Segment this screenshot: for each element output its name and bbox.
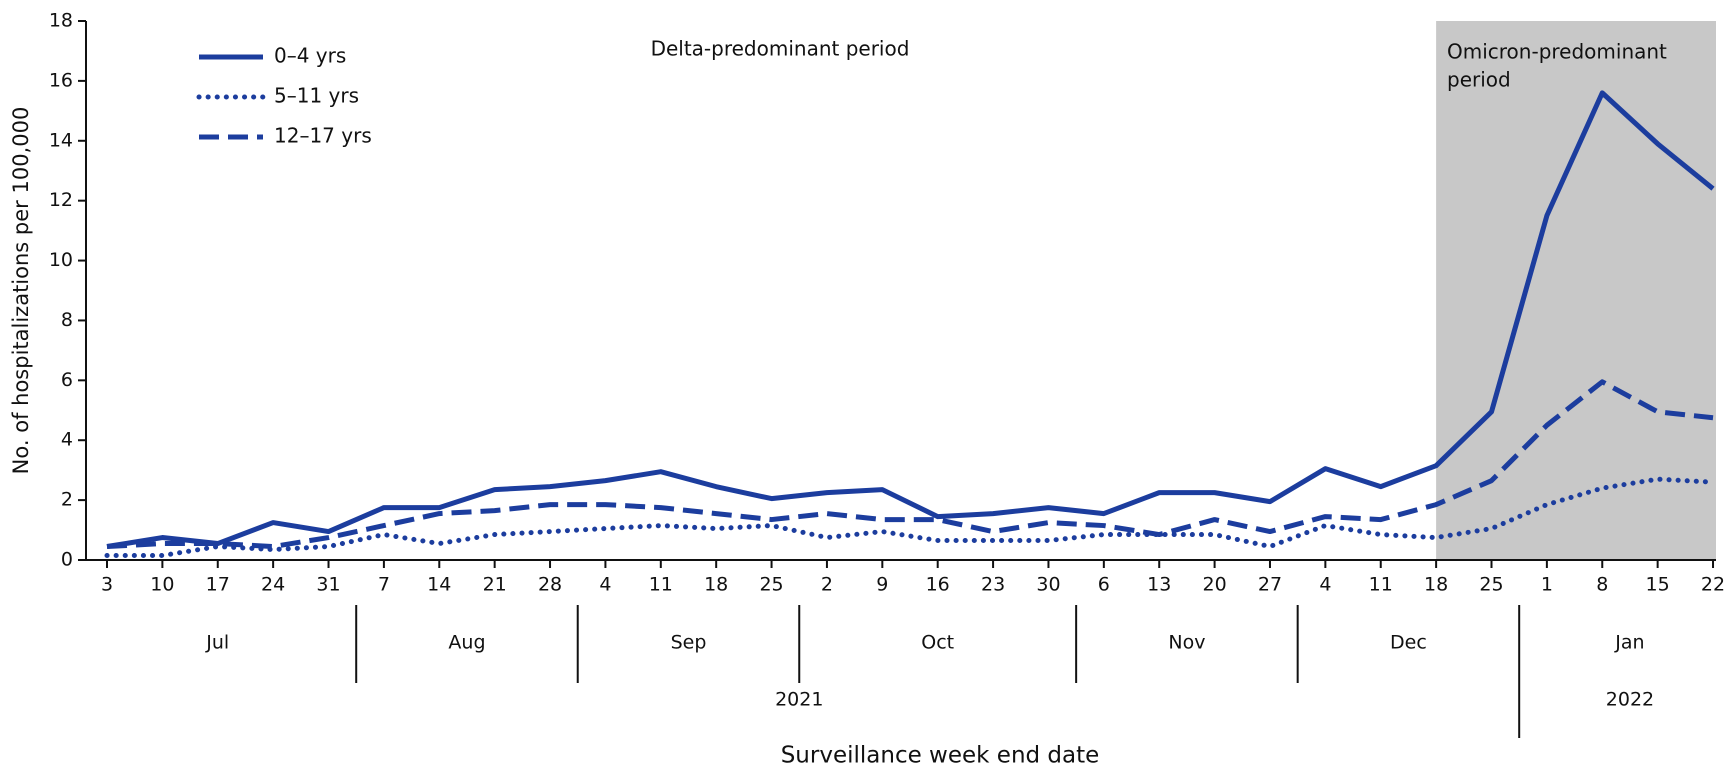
x-tick-label: 11 (649, 574, 673, 596)
x-tick-label: 31 (316, 574, 340, 596)
x-tick-label: 20 (1203, 574, 1227, 596)
x-tick-label: 22 (1701, 574, 1725, 596)
y-tick-label: 18 (49, 10, 73, 32)
x-tick-label: 30 (1036, 574, 1060, 596)
x-tick-label: 25 (1479, 574, 1503, 596)
x-axis-title: Surveillance week end date (781, 743, 1100, 769)
x-tick-label: 28 (538, 574, 562, 596)
y-tick-label: 8 (61, 309, 73, 331)
x-tick-label: 25 (759, 574, 783, 596)
series-line (106, 90, 1715, 549)
legend-label: 0–4 yrs (274, 44, 346, 68)
x-tick-label: 9 (876, 574, 888, 596)
legend-label: 12–17 yrs (274, 124, 372, 148)
year-label: 2022 (1606, 689, 1654, 711)
x-tick-label: 4 (1319, 574, 1331, 596)
legend-label: 5–11 yrs (274, 84, 359, 108)
x-tick-label: 4 (599, 574, 611, 596)
x-tick-label: 13 (1147, 574, 1171, 596)
x-tick-label: 1 (1541, 574, 1553, 596)
series-line (104, 476, 1716, 559)
x-tick-label: 15 (1646, 574, 1670, 596)
x-tick-label: 6 (1098, 574, 1110, 596)
x-tick-label: 2 (821, 574, 833, 596)
x-tick-label: 14 (427, 574, 451, 596)
y-axis-title: No. of hospitalizations per 100,000 (9, 107, 33, 475)
x-tick-label: 16 (926, 574, 950, 596)
month-label: Jul (205, 632, 229, 654)
month-label: Nov (1168, 632, 1205, 654)
month-label: Oct (921, 632, 954, 654)
x-tick-label: 21 (483, 574, 507, 596)
month-label: Sep (671, 632, 707, 654)
x-tick-label: 11 (1369, 574, 1393, 596)
y-tick-label: 0 (61, 549, 73, 571)
x-tick-label: 3 (101, 574, 113, 596)
x-tick-label: 10 (150, 574, 174, 596)
year-label: 2021 (775, 689, 823, 711)
series-line (106, 379, 1714, 550)
y-tick-label: 4 (61, 429, 73, 451)
x-tick-label: 8 (1596, 574, 1608, 596)
month-label: Dec (1390, 632, 1427, 654)
month-label: Jan (1614, 632, 1644, 654)
annotation: Delta-predominant period (651, 37, 910, 61)
annotation: period (1447, 68, 1511, 92)
x-tick-label: 27 (1258, 574, 1282, 596)
y-tick-label: 14 (49, 129, 73, 151)
x-tick-label: 24 (261, 574, 285, 596)
y-tick-label: 6 (61, 369, 73, 391)
x-tick-label: 23 (981, 574, 1005, 596)
month-label: Aug (448, 632, 485, 654)
omicron-period-shade (1436, 21, 1716, 560)
annotation: Omicron-predominant (1447, 40, 1667, 64)
x-tick-label: 18 (704, 574, 728, 596)
y-tick-label: 2 (61, 489, 73, 511)
y-tick-label: 10 (49, 249, 73, 271)
y-tick-label: 16 (49, 69, 73, 91)
y-tick-label: 12 (49, 189, 73, 211)
x-tick-label: 17 (206, 574, 230, 596)
x-tick-label: 7 (378, 574, 390, 596)
x-tick-label: 18 (1424, 574, 1448, 596)
